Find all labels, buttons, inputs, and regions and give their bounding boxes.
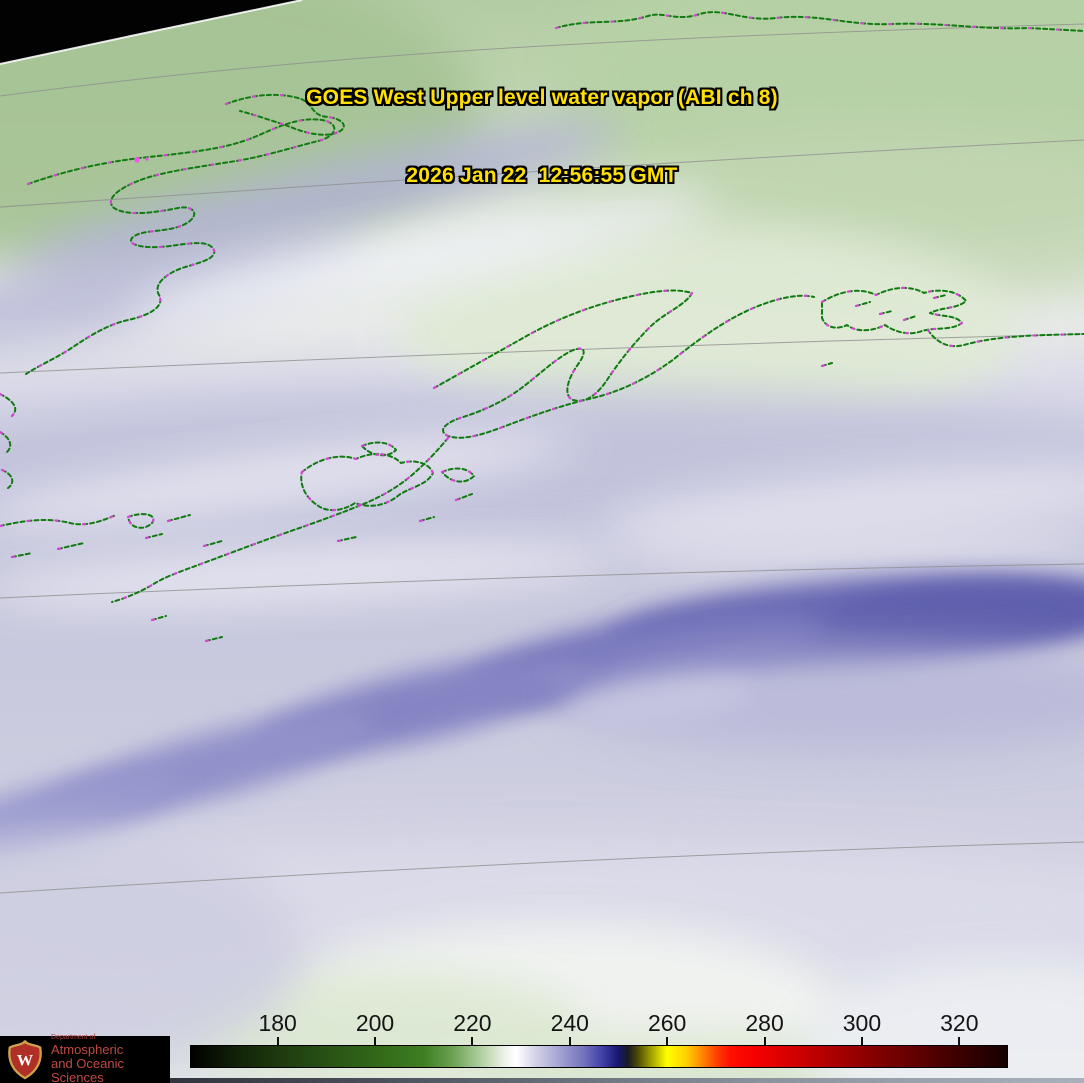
colorbar-tick-mark [568, 1037, 571, 1045]
station-markers [134, 157, 149, 163]
temperature-colorbar [190, 1045, 1008, 1068]
logo-name-line1: Atmospheric [51, 1041, 124, 1057]
colorbar-tick-label: 180 [258, 1010, 297, 1036]
colorbar-tick-mark [763, 1037, 766, 1045]
off-earth-wedge [0, 0, 303, 65]
colorbar-tick-mark [860, 1037, 863, 1045]
image-title: GOES West Upper level water vapor (ABI c… [306, 33, 778, 241]
uw-crest-icon: W [8, 1039, 42, 1079]
colorbar-tick-label: 300 [842, 1010, 882, 1036]
uw-aos-logo: W Department of Atmospheric and Oceanic … [0, 1034, 170, 1083]
coastline-dot-overlay [0, 11, 1084, 643]
latitude-grid-lines [0, 23, 1084, 894]
colorbar-tick-label: 220 [453, 1010, 492, 1036]
logo-text: Department of Atmospheric and Oceanic Sc… [51, 1034, 170, 1083]
colorbar-tick-label: 200 [355, 1010, 395, 1036]
logo-dept-line: Department of [51, 1034, 96, 1042]
colorbar-tick-mark [666, 1037, 669, 1045]
colorbar-tick-mark [471, 1037, 474, 1045]
crest-letter: W [17, 1051, 33, 1069]
colorbar-tick-mark [374, 1037, 377, 1045]
colorbar-tick-label: 240 [550, 1010, 589, 1036]
title-line: GOES West Upper level water vapor (ABI c… [306, 86, 778, 109]
bottom-scan-edge [0, 1078, 1084, 1083]
colorbar-tick-label: 280 [745, 1010, 784, 1036]
colorbar-tick-mark [958, 1037, 961, 1045]
colorbar-tick-mark [276, 1037, 279, 1045]
timestamp-line: 2026 Jan 22 12:56:55 GMT [406, 164, 678, 187]
colorbar-tick-label: 260 [647, 1010, 687, 1036]
colorbar-tick-label: 320 [940, 1010, 979, 1036]
logo-name-line2: and Oceanic Sciences [51, 1055, 124, 1083]
